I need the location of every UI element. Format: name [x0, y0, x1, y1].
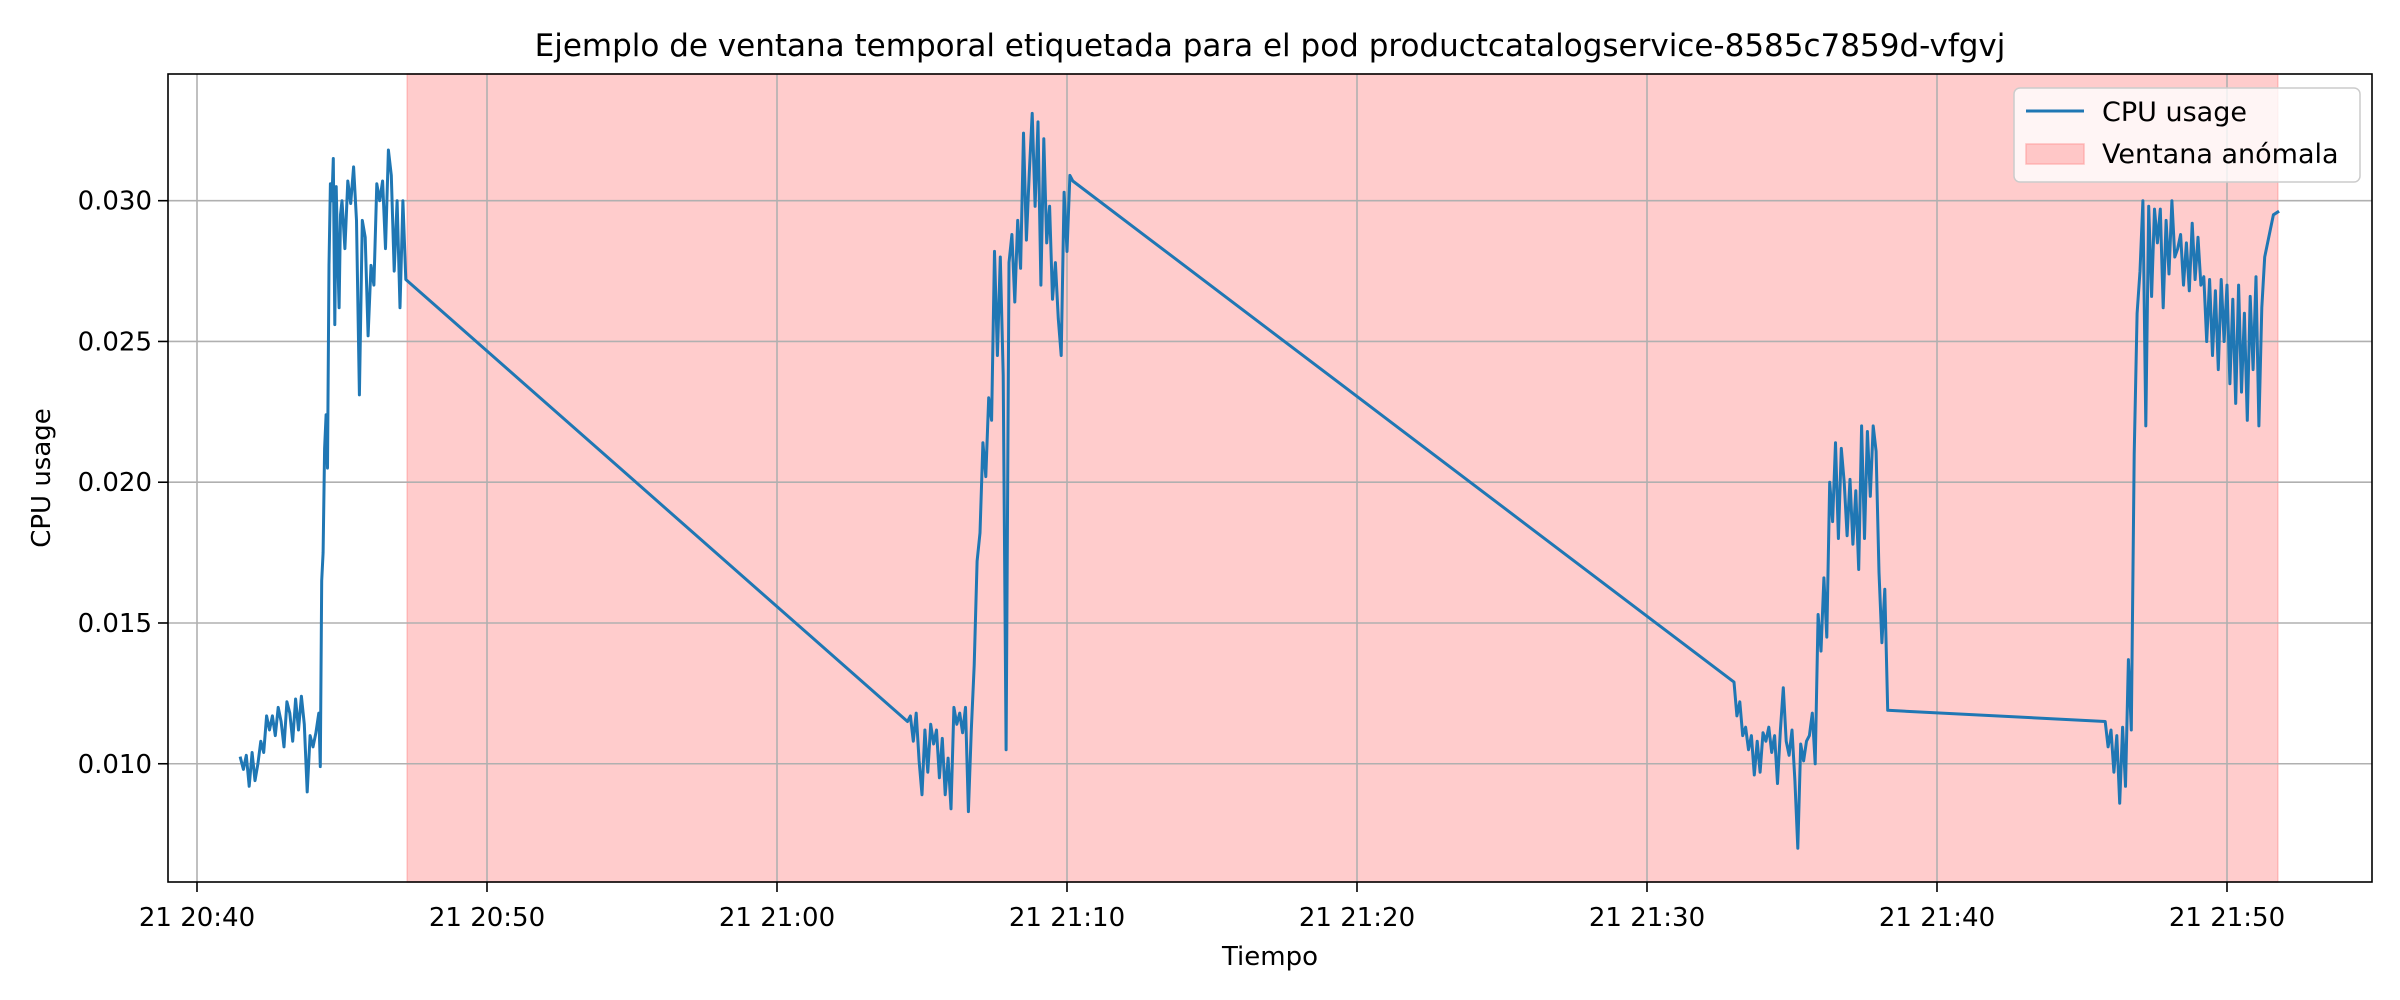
x-tick-label: 21 20:40: [139, 903, 255, 933]
x-tick-label: 21 21:20: [1299, 903, 1415, 933]
x-tick-label: 21 20:50: [429, 903, 545, 933]
y-tick-label: 0.020: [78, 468, 152, 498]
plot-frame: [167, 73, 2373, 883]
x-tick-label: 21 21:40: [1879, 903, 1995, 933]
legend-label-cpu-usage: CPU usage: [2102, 97, 2247, 128]
x-tick-label: 21 21:00: [719, 903, 835, 933]
y-axis-label: CPU usage: [27, 408, 57, 548]
line-layer: [238, 111, 2280, 850]
y-tick-label: 0.010: [78, 750, 152, 780]
legend-box: [2013, 87, 2361, 183]
y-tick-label: 0.015: [78, 609, 152, 639]
x-axis-label: Tiempo: [1221, 942, 1318, 972]
series-line-cpu-usage: [238, 111, 2280, 850]
x-tick-label: 21 21:30: [1589, 903, 1705, 933]
y-tick-label: 0.030: [78, 187, 152, 217]
chart-title: Ejemplo de ventana temporal etiquetada p…: [535, 28, 2006, 64]
shade-layer: [406, 73, 2279, 883]
y-tick-label: 0.025: [78, 327, 152, 357]
legend-label-ventana: Ventana anómala: [2102, 139, 2339, 170]
anomalous-window: [406, 73, 2279, 883]
x-tick-label: 21 21:50: [2169, 903, 2285, 933]
x-tick-label: 21 21:10: [1009, 903, 1125, 933]
tick-layer: 21 20:40 21 20:50 21 21:00 21 21:10 21 21:20…: [78, 187, 2286, 933]
legend-shade-swatch: [2025, 143, 2085, 165]
legend: CPU usage Ventana anómala: [2013, 87, 2361, 183]
grid-layer: [168, 74, 2372, 882]
